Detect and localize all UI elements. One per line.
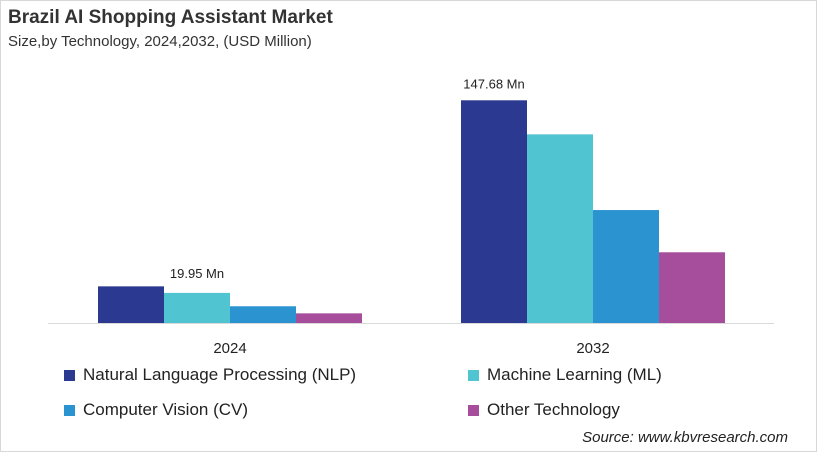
bar-2024-0 <box>98 286 164 323</box>
legend-swatch <box>64 369 75 381</box>
legend-label: Natural Language Processing (NLP) <box>83 365 357 384</box>
legend-swatch <box>64 404 75 416</box>
bar-2032-3 <box>659 252 725 323</box>
legend-label: Other Technology <box>487 400 620 419</box>
legend-swatch <box>468 369 479 381</box>
chart-title: Brazil AI Shopping Assistant Market <box>8 7 333 28</box>
legend-swatch <box>468 404 479 416</box>
x-tick-label: 2032 <box>576 340 609 357</box>
legend-item: Natural Language Processing (NLP) <box>64 365 356 385</box>
legend-item: Computer Vision (CV) <box>64 400 248 420</box>
legend-item: Other Technology <box>468 400 620 420</box>
legend-label: Machine Learning (ML) <box>487 365 662 384</box>
bar-2032-2 <box>593 210 659 323</box>
source-note: Source: www.kbvresearch.com <box>582 429 788 446</box>
bar-2032-1 <box>527 134 593 323</box>
data-label: 19.95 Mn <box>170 266 224 281</box>
x-tick-label: 2024 <box>213 340 246 357</box>
bar-2024-2 <box>230 306 296 323</box>
legend-label: Computer Vision (CV) <box>83 400 249 419</box>
bar-2024-1 <box>164 292 230 323</box>
bar-2024-3 <box>296 313 362 323</box>
data-label: 147.68 Mn <box>463 76 524 91</box>
bar-2032-0 <box>461 100 527 323</box>
legend-item: Machine Learning (ML) <box>468 365 662 385</box>
chart-subtitle: Size,by Technology, 2024,2032, (USD Mill… <box>8 33 312 50</box>
